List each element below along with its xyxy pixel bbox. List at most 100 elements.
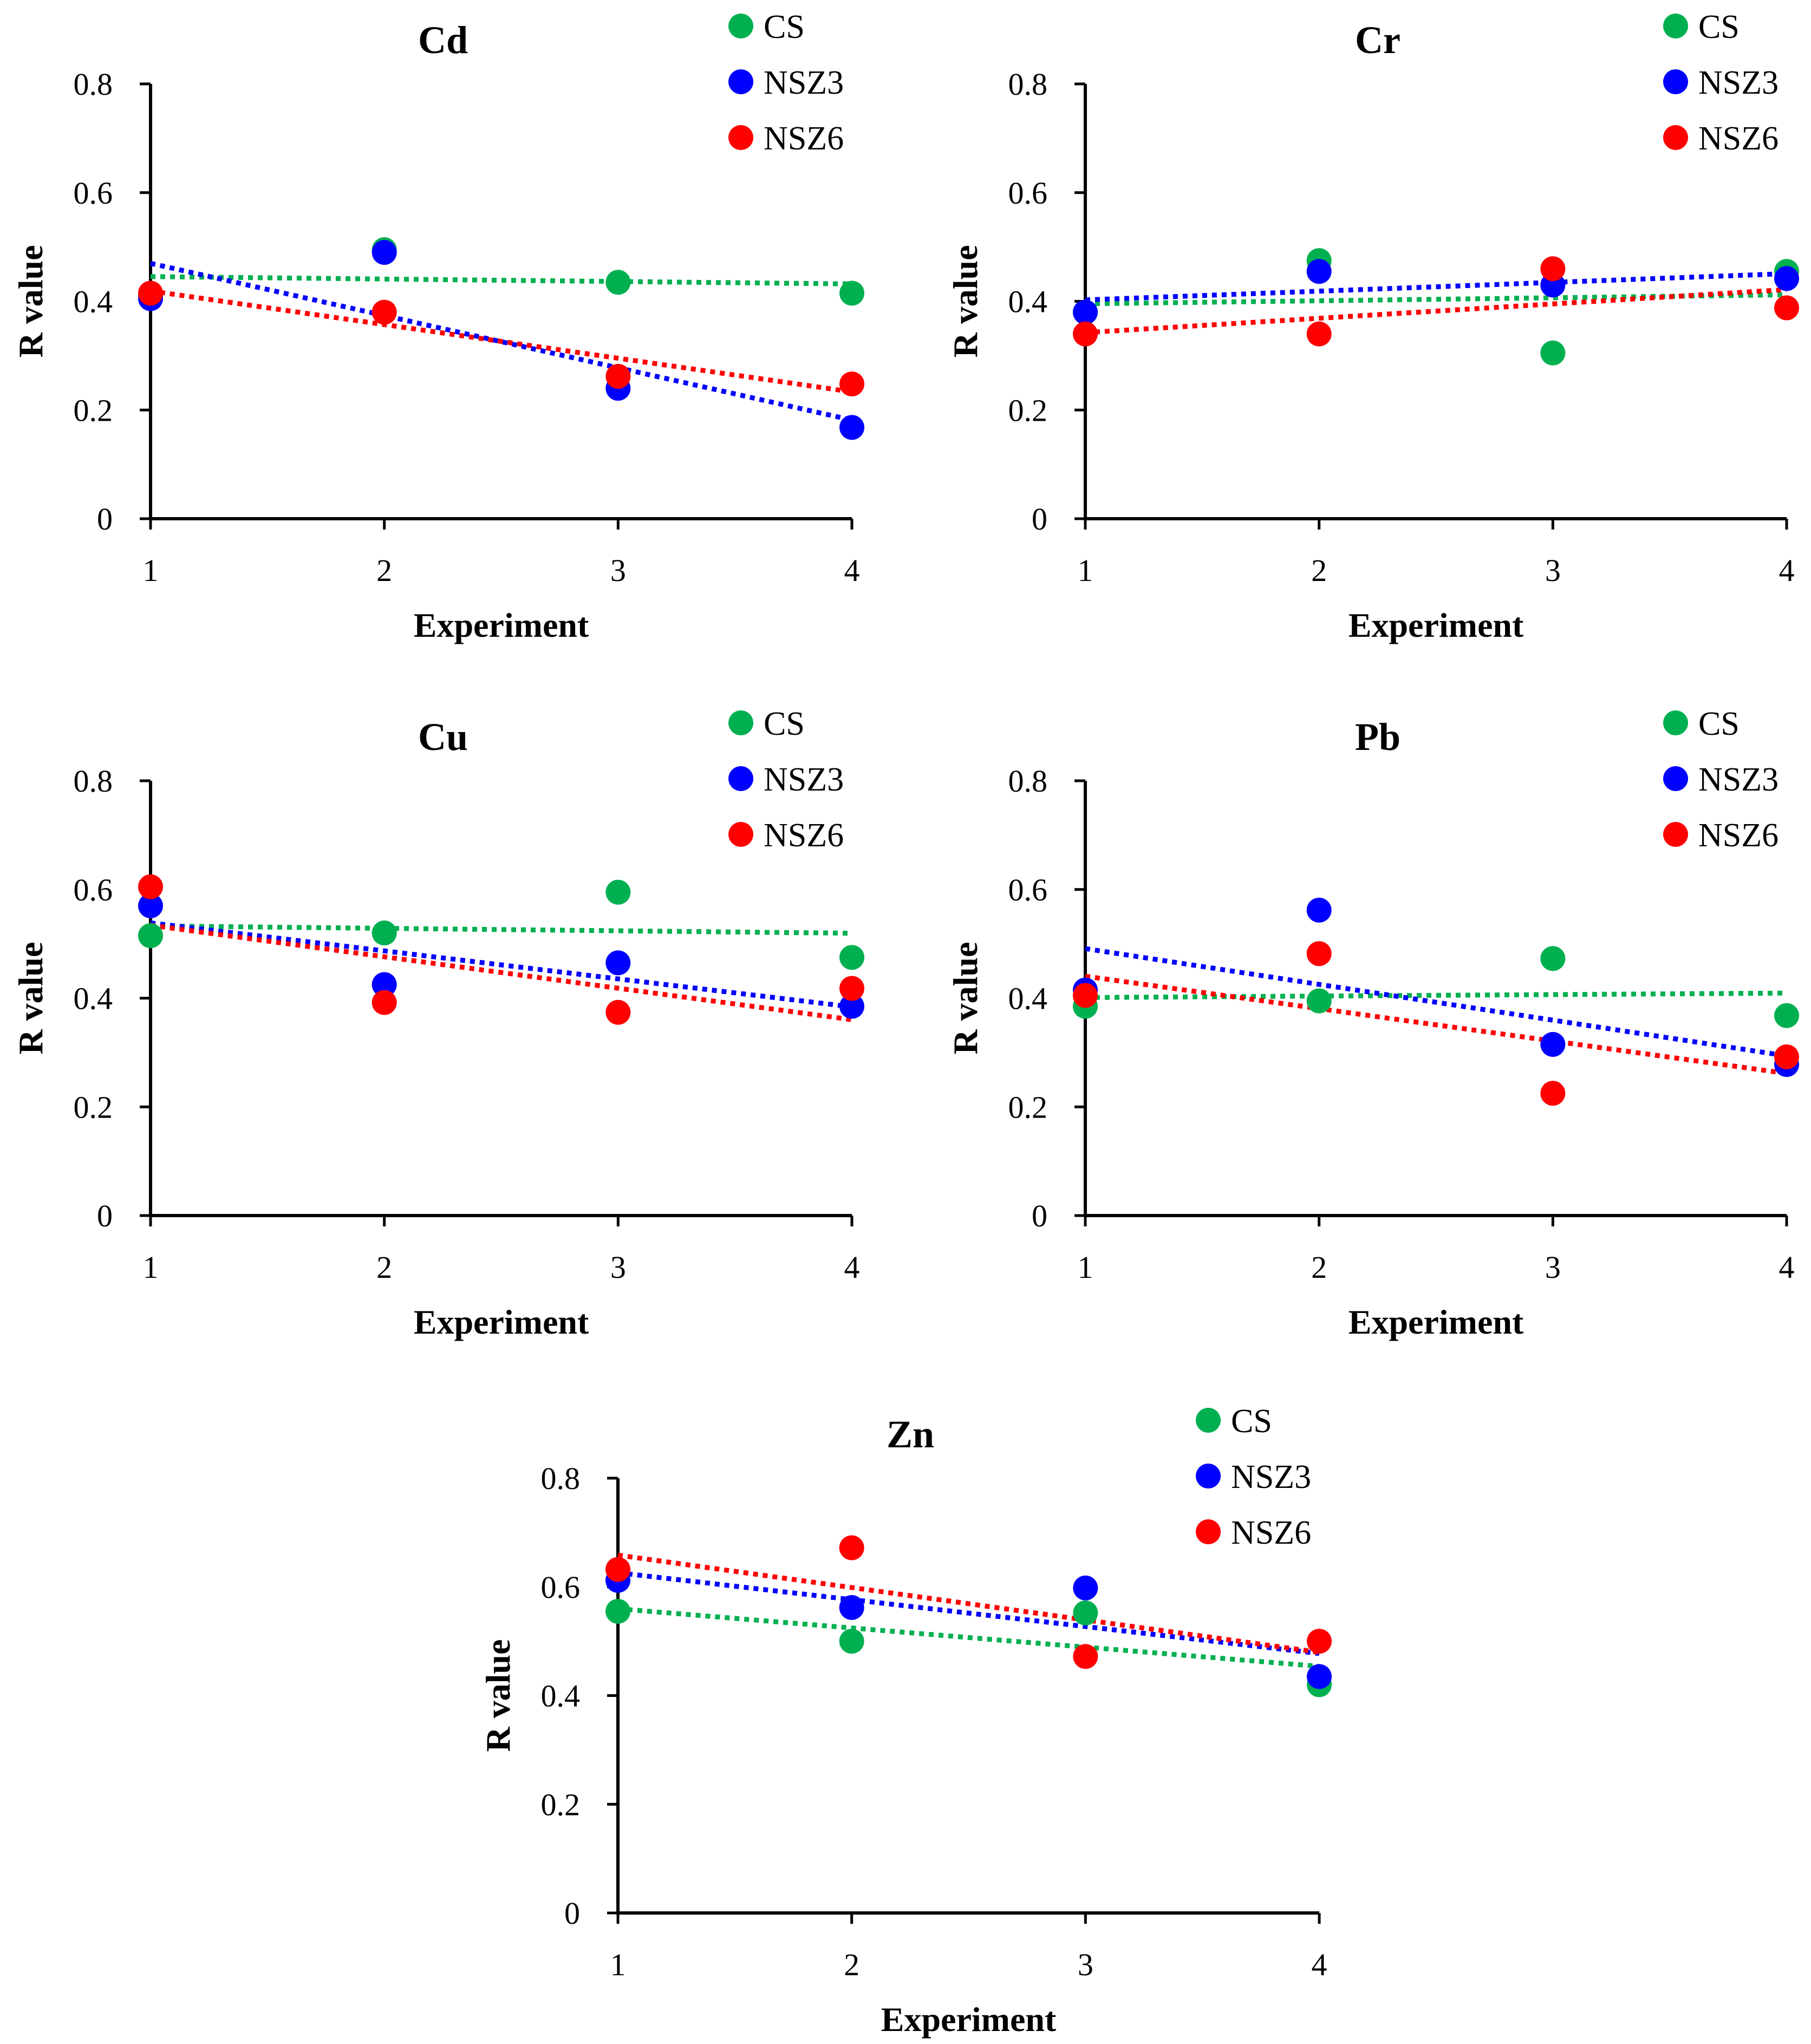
y-tick-label: 0.8 [74, 763, 113, 799]
trendline-nsz3 [617, 1570, 1320, 1656]
point-nsz6 [1307, 1629, 1332, 1654]
legend-label-nsz3: NSZ3 [1698, 64, 1779, 101]
x-tick-label: 3 [610, 553, 626, 588]
x-tick-label: 1 [1078, 1250, 1093, 1285]
x-tick-label: 3 [1078, 1947, 1093, 1982]
legend-marker-cs [728, 710, 753, 735]
chart-panel-zn: 0 0.2 0.4 0.6 0.8 1 2 3 4 Experiment R value Zn CS NS… [479, 1403, 1332, 2039]
point-nsz6 [605, 1557, 630, 1582]
point-cs [1774, 1003, 1799, 1028]
y-tick-label: 0.6 [1008, 872, 1048, 907]
legend-label-nsz3: NSZ3 [764, 761, 844, 798]
point-nsz3 [839, 1595, 864, 1620]
y-tick-label: 0 [564, 1896, 580, 1931]
legend: CS NSZ3 NSZ6 [1663, 706, 1779, 854]
legend-marker-cs [728, 14, 753, 38]
trendline-cs [1085, 990, 1787, 1000]
chart-title: Cr [1355, 18, 1400, 62]
legend-label-nsz6: NSZ6 [764, 817, 844, 854]
legend-marker-nsz6 [1196, 1519, 1221, 1544]
legend-marker-nsz3 [728, 766, 753, 791]
point-nsz6 [1073, 321, 1098, 347]
point-nsz6 [138, 280, 163, 306]
point-nsz6 [605, 364, 631, 389]
x-tick-label: 2 [1311, 553, 1327, 588]
y-tick-label: 0 [1032, 501, 1047, 537]
y-tick-label: 0.6 [541, 1570, 581, 1605]
point-nsz3 [1774, 266, 1799, 291]
trendline-nsz3 [1085, 946, 1787, 1059]
legend-marker-nsz3 [728, 69, 753, 94]
point-nsz6 [839, 1535, 864, 1560]
x-tick-label: 1 [1078, 553, 1093, 588]
point-nsz3 [138, 893, 163, 918]
y-tick-label: 0 [97, 501, 113, 537]
trendline-nsz3 [150, 260, 852, 423]
y-tick-label: 0 [97, 1198, 113, 1233]
x-tick-label: 4 [844, 553, 860, 588]
legend-label-nsz6: NSZ6 [1698, 120, 1779, 157]
legend: CS NSZ3 NSZ6 [1196, 1403, 1311, 1551]
legend-label-cs: CS [1698, 9, 1740, 45]
x-axis-label: Experiment [414, 606, 589, 644]
point-nsz6 [1306, 941, 1332, 967]
chart-title: Cu [418, 715, 468, 759]
point-nsz6 [372, 990, 397, 1015]
legend-label-cs: CS [764, 706, 805, 742]
point-nsz6 [839, 371, 864, 397]
y-tick-label: 0.6 [74, 872, 113, 907]
x-axis-label: Experiment [881, 2000, 1057, 2039]
legend-label-nsz3: NSZ3 [764, 64, 844, 101]
point-nsz6 [1073, 983, 1098, 1008]
trendline-nsz6 [150, 288, 852, 395]
legend-label-cs: CS [1698, 706, 1740, 742]
point-cs [605, 1598, 630, 1624]
chart-title: Pb [1355, 715, 1400, 759]
chart-title: Zn [887, 1413, 934, 1456]
x-tick-label: 2 [376, 1250, 392, 1285]
x-axis-label: Experiment [1349, 1303, 1524, 1341]
trendline-nsz6 [150, 923, 852, 1022]
legend-label-nsz6: NSZ6 [1231, 1514, 1311, 1551]
y-tick-label: 0.4 [541, 1679, 581, 1714]
point-nsz6 [372, 299, 397, 325]
y-tick-label: 0.2 [1008, 393, 1048, 428]
y-tick-label: 0.4 [1008, 981, 1048, 1016]
x-tick-label: 4 [1779, 553, 1795, 588]
legend-marker-nsz6 [728, 125, 753, 150]
trendline-nsz3 [150, 920, 852, 1010]
x-tick-label: 3 [610, 1250, 626, 1285]
x-axis-label: Experiment [1349, 606, 1524, 644]
point-cs [839, 945, 864, 970]
legend-marker-nsz3 [1196, 1464, 1221, 1488]
trendline-nsz6 [1085, 974, 1787, 1076]
point-nsz3 [1306, 259, 1332, 284]
point-nsz3 [1073, 1575, 1098, 1601]
y-axis-label: R value [946, 245, 985, 358]
legend-label-nsz6: NSZ6 [764, 120, 844, 157]
trendline-cs [150, 923, 852, 936]
point-nsz6 [1306, 321, 1332, 347]
trendline-nsz6 [1085, 287, 1787, 335]
chart-title: Cd [418, 18, 468, 62]
point-cs [839, 280, 864, 306]
point-nsz3 [839, 994, 864, 1019]
point-nsz6 [1540, 256, 1566, 282]
y-axis-label: R value [11, 942, 50, 1055]
y-tick-label: 0.4 [74, 981, 113, 1016]
point-cs [372, 920, 397, 946]
point-nsz3 [605, 950, 631, 976]
x-tick-label: 3 [1545, 1250, 1561, 1285]
y-tick-label: 0.6 [74, 175, 113, 211]
y-tick-label: 0.8 [74, 67, 113, 102]
point-nsz6 [1540, 1081, 1566, 1106]
x-tick-label: 1 [143, 1250, 159, 1285]
y-tick-label: 0 [1032, 1198, 1047, 1233]
legend: CS NSZ3 NSZ6 [1663, 9, 1779, 157]
x-tick-label: 3 [1545, 553, 1561, 588]
y-tick-label: 0.8 [1008, 67, 1048, 102]
point-nsz6 [138, 874, 163, 899]
point-cs [839, 1629, 864, 1654]
y-tick-label: 0.2 [74, 1089, 113, 1125]
